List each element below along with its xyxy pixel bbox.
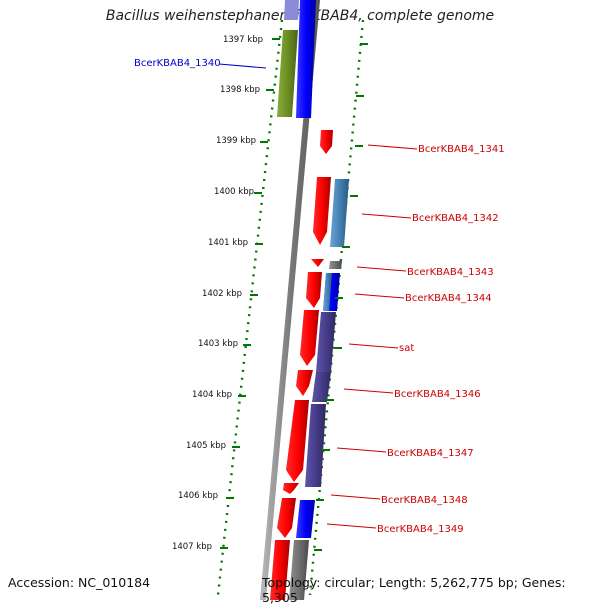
tick-label: 1397 kbp [223,35,263,45]
gene-1344-red-feature [306,272,322,308]
tick-marks [220,38,368,551]
gene-1348-feature [283,483,299,494]
gene-1342-red-feature [313,177,331,245]
gene-labels: BcerKBAB4_1340 BcerKBAB4_1341 BcerKBAB4_… [134,58,505,535]
gene-label-1342[interactable]: BcerKBAB4_1342 [412,213,499,224]
gene-label-1344[interactable]: BcerKBAB4_1344 [405,293,492,304]
gene-1344-steel-feature [323,273,332,311]
genome-backbone [260,0,320,600]
gene-1347-callout [336,447,387,453]
tick-label: 1398 kbp [220,85,260,95]
tick-label: 1402 kbp [202,289,242,299]
tick-label: 1404 kbp [192,390,232,400]
gene-label-1347[interactable]: BcerKBAB4_1347 [387,448,474,459]
tick-ring-left [216,19,284,596]
gene-label-1349[interactable]: BcerKBAB4_1349 [377,524,464,535]
gene-1341-callout [367,144,418,150]
gene-label-sat[interactable]: sat [399,343,414,354]
tick-label: 1399 kbp [216,136,256,146]
gene-1343-feature [329,261,342,269]
gene-1349-red-feature [277,498,296,538]
gene-1340-feature [277,30,298,117]
gene-1343-red-feature [311,259,324,267]
gene-label-1343[interactable]: BcerKBAB4_1343 [407,267,494,278]
gene-1342-feature [330,179,349,247]
gene-1347-red-feature [286,400,309,482]
tick-label: 1400 kbp [214,187,254,197]
gene-bottom-red-feature [270,540,290,600]
gene-bottom-grey-feature [289,540,309,600]
gene-1348-callout [330,494,381,500]
gene-sat-red-feature [300,310,319,366]
gene-1340-callout [218,63,267,69]
gene-1349-callout [326,523,377,529]
gene-1346-callout [343,388,394,394]
gene-1346-feature [312,372,331,402]
gene-top-feature [284,0,299,20]
gene-1349-feature [296,500,315,538]
gene-1347-feature [305,404,326,487]
gene-1341-feature [320,130,333,154]
tick-labels: 1397 kbp 1398 kbp 1399 kbp 1400 kbp 1401… [172,35,263,552]
gene-label-1346[interactable]: BcerKBAB4_1346 [394,389,481,400]
gene-1344-callout [354,293,405,299]
tick-label: 1406 kbp [178,491,218,501]
gene-1346-red-feature [296,370,313,396]
tick-label: 1407 kbp [172,542,212,552]
tick-label: 1405 kbp [186,441,226,451]
tick-label: 1401 kbp [208,238,248,248]
accession-text: Accession: NC_010184 [8,575,151,590]
gene-label-1340[interactable]: BcerKBAB4_1340 [134,58,221,69]
gene-top-blue-feature [296,0,316,118]
gene-sat-callout [348,343,399,349]
gene-1343-callout [356,266,407,272]
gene-sat-feature [316,312,336,372]
gene-1342-callout [361,213,412,219]
topology-text: Topology: circular; Length: 5,262,775 bp… [262,575,566,605]
tick-label: 1403 kbp [198,339,238,349]
gene-label-1341[interactable]: BcerKBAB4_1341 [418,144,505,155]
gene-label-1348[interactable]: BcerKBAB4_1348 [381,495,468,506]
